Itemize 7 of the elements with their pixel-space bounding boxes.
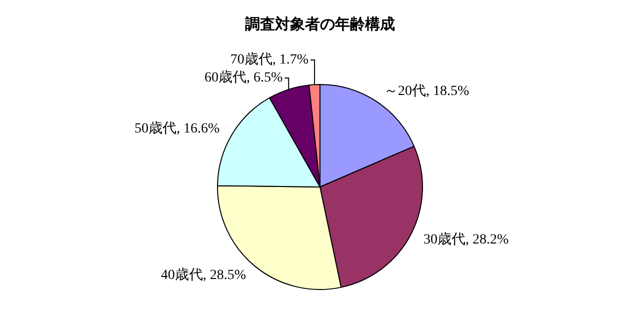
- chart-title: 調査対象者の年齢構成: [245, 14, 395, 33]
- slice-label: 40歳代, 28.5%: [160, 267, 246, 284]
- slice-label: 60歳代, 6.5%: [204, 70, 283, 86]
- slice-label: 50歳代, 16.6%: [134, 120, 220, 136]
- slice-label: 30歳代, 28.2%: [423, 231, 509, 248]
- slice-label: ～20代, 18.5%: [384, 82, 470, 99]
- slice-label: 70歳代, 1.7%: [230, 52, 309, 68]
